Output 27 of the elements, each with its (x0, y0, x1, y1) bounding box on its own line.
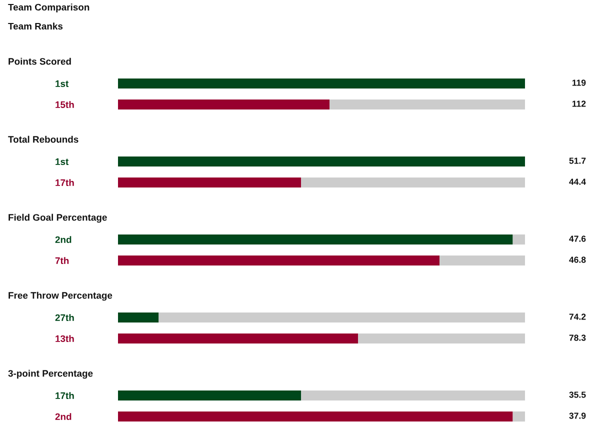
text: Team Comparison (8, 4, 90, 12)
y-tick-label: 1st (56, 80, 69, 88)
text: 37.9 (569, 412, 586, 419)
y-tick-label: 17th (56, 392, 74, 400)
y-tick-label: 17th (56, 179, 74, 186)
y-tick-label: 2nd (55, 236, 72, 244)
text: Points Scored (8, 58, 71, 65)
chart-title: Total Rebounds (8, 136, 78, 143)
chart-title: 3-point Percentage (8, 370, 93, 379)
text: 46.8 (569, 256, 586, 263)
y-tick-label: 13th (56, 335, 74, 342)
text: 44.4 (569, 178, 586, 185)
y-tick-label: 1st (56, 158, 69, 166)
text: 51.7 (569, 158, 586, 164)
y-tick-label: 7th (55, 257, 69, 264)
text: 35.5 (569, 392, 586, 398)
text: 119 (572, 80, 586, 86)
y-tick-label: 2nd (55, 413, 72, 420)
chart-title: Field Goal Percentage (8, 214, 107, 223)
text: Team Ranks (8, 22, 63, 30)
text: 47.6 (569, 236, 586, 242)
text: 112 (572, 100, 586, 107)
text: 78.3 (569, 334, 586, 341)
text: 74.2 (569, 314, 586, 320)
chart-title: Free Throw Percentage (8, 292, 112, 301)
y-tick-label: 15th (56, 101, 74, 108)
y-tick-label: 27th (55, 314, 74, 322)
